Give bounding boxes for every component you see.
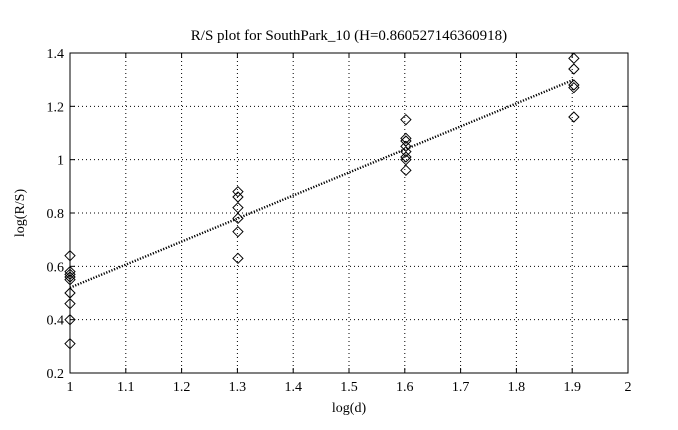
data-point-diamond: [400, 145, 412, 158]
y-tick-label: 1: [57, 154, 64, 169]
data-point-diamond: [232, 252, 244, 265]
data-points: [64, 52, 580, 350]
data-point-diamond: [64, 268, 76, 281]
x-tick-label: 1.7: [452, 380, 470, 395]
data-point-diamond: [568, 111, 580, 123]
y-tick-label: 0.4: [47, 314, 65, 329]
data-point-diamond: [568, 79, 580, 91]
data-point-diamond: [400, 113, 412, 126]
x-tick-label: 1.9: [563, 380, 581, 395]
data-point-diamond: [64, 271, 76, 283]
y-tick-label: 1.2: [47, 100, 65, 115]
x-tick-label: 1.2: [173, 380, 191, 395]
data-point-diamond: [232, 225, 244, 238]
x-tick-label: 1.1: [117, 380, 135, 395]
grid-lines: [70, 53, 628, 373]
y-tick-label: 1.4: [47, 47, 65, 62]
chart-title: R/S plot for SouthPark_10 (H=0.860527146…: [191, 28, 507, 44]
y-tick-labels: 0.2 0.4 0.6 0.8 1 1.2 1.4: [47, 47, 65, 382]
y-tick-label: 0.6: [47, 260, 65, 275]
axis-ticks: [69, 52, 629, 374]
data-point-diamond: [400, 164, 412, 177]
data-point-diamond: [64, 249, 76, 262]
y-tick-label: 0.2: [47, 367, 65, 382]
data-point-diamond: [232, 212, 244, 225]
x-tick-label: 1.8: [508, 380, 526, 395]
data-point-diamond: [232, 201, 244, 214]
y-tick-label: 0.8: [47, 207, 65, 222]
data-point-diamond: [64, 265, 76, 278]
y-axis-label: log(R/S): [13, 189, 28, 238]
data-point-diamond: [64, 337, 76, 350]
data-point-diamond: [64, 273, 76, 286]
data-point-diamond: [232, 185, 244, 198]
x-tick-label: 1.5: [340, 380, 358, 395]
data-point-diamond: [568, 63, 580, 75]
x-tick-label: 1.3: [229, 380, 247, 395]
x-tick-label: 1.6: [396, 380, 414, 395]
data-point-diamond: [400, 132, 412, 145]
x-axis-label: log(d): [332, 401, 367, 416]
x-tick-labels: 1 1.1 1.2 1.3 1.4 1.5 1.6 1.7 1.8 1.9 2: [67, 380, 632, 395]
x-tick-label: 1.4: [284, 380, 302, 395]
fit-line: [69, 78, 575, 289]
data-point-diamond: [400, 151, 412, 163]
data-point-diamond: [568, 52, 580, 65]
x-tick-label: 1: [67, 380, 74, 395]
data-point-diamond: [568, 81, 580, 94]
x-tick-label: 2: [625, 380, 632, 395]
data-point-diamond: [64, 297, 76, 310]
data-point-diamond: [64, 313, 76, 326]
fit-line-group: [69, 78, 575, 289]
